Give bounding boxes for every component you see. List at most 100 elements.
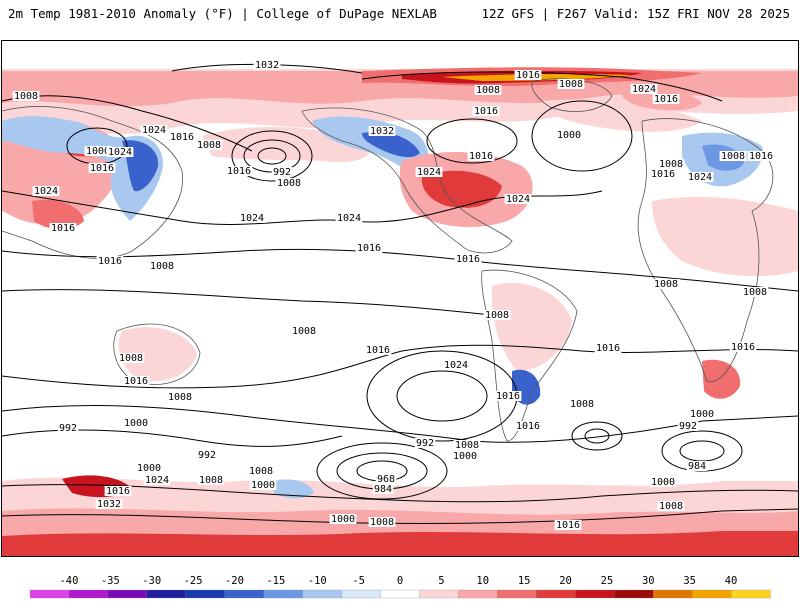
colorbar-swatch [302, 589, 343, 599]
colorbar-swatch [458, 589, 499, 599]
isobar-label-bg [12, 91, 40, 101]
colorbar-tick-label: 10 [476, 575, 489, 587]
colorbar-tick-label: 35 [683, 575, 696, 587]
coast-north-america [301, 107, 513, 254]
isobar-label: 984 [688, 461, 706, 472]
isobar-label: 1008 [370, 517, 394, 528]
colorbar-tick-label: -5 [352, 575, 365, 587]
isobar-label: 1008 [476, 85, 500, 96]
colorbar-tick-label: 20 [559, 575, 572, 587]
colorbar-swatch [29, 589, 70, 599]
isobar-label: 1024 [417, 167, 441, 178]
isobar-label-bg [122, 418, 150, 428]
isobar-label: 1016 [227, 166, 251, 177]
isobar-label-bg [196, 450, 218, 460]
isobar-label: 1008 [659, 501, 683, 512]
isobar-label-bg [355, 243, 383, 253]
colorbar-tick-label: -40 [59, 575, 78, 587]
anomaly-map: 1032 1016 1008 1024 1016 1008 1008 1016 1024 1016… [1, 40, 799, 557]
isobar-label-bg [568, 399, 596, 409]
isobar-label: 1016 [596, 343, 620, 354]
isobar-label-bg [688, 409, 716, 419]
isobar-label: 968 [377, 474, 395, 485]
isobar-label-bg [122, 376, 150, 386]
colorbar-tick-label: 5 [438, 575, 444, 587]
isobar-label-bg [49, 223, 77, 233]
isobar-label-bg [168, 132, 196, 142]
isobar-label: 992 [273, 167, 291, 178]
isobar-label: 1008 [654, 279, 678, 290]
warm-south-america [491, 282, 572, 371]
warm-united-states-core [421, 170, 502, 208]
isobar-label-bg [166, 392, 194, 402]
isobar-label: 1016 [749, 151, 773, 162]
isobar-label: 1000 [557, 130, 581, 141]
cold-western-canada [312, 116, 429, 181]
isobar-label-bg [657, 501, 685, 511]
isobar-label: 1024 [444, 360, 468, 371]
isobar-label-bg [514, 421, 542, 431]
isobar-label: 1016 [651, 169, 675, 180]
colorbar-swatch [419, 589, 460, 599]
isobar-label-bg [329, 514, 357, 524]
low-southern-ocean-atlantic-core [584, 428, 610, 444]
isobar-label: 1024 [34, 186, 58, 197]
isobar-label-bg [483, 310, 511, 320]
isobar-label: 1024 [506, 194, 530, 205]
isobar-label: 1000 [690, 409, 714, 420]
isobar-label-bg [453, 440, 481, 450]
colorbar-tick-label: -10 [308, 575, 327, 587]
isobar-label: 1024 [145, 475, 169, 486]
isobar-label: 1016 [51, 223, 75, 234]
isobar-label: 1008 [14, 91, 38, 102]
anomaly-shading [2, 67, 798, 556]
isobar-label-bg [247, 466, 275, 476]
isobar-label: 992 [416, 438, 434, 449]
colorbar-swatch [224, 589, 265, 599]
isobar-label-bg [747, 151, 775, 161]
colorbar-swatch [536, 589, 576, 599]
low-north-atlantic [426, 118, 518, 164]
product-title: 2m Temp 1981-2010 Anomaly (°F) | College… [8, 6, 437, 21]
cold-south-pacific [272, 479, 314, 499]
isobar-label-bg [652, 94, 680, 104]
isobar-label: 1008 [559, 79, 583, 90]
colorbar-tick-label: 40 [725, 575, 738, 587]
isobar-label-bg [649, 477, 677, 487]
colorbar-tick-label: -20 [225, 575, 244, 587]
coast-australia [113, 323, 201, 385]
isobar-label: 1024 [108, 147, 132, 158]
isobar-label: 1016 [731, 342, 755, 353]
coast-asia [2, 106, 184, 259]
isobar-label: 1000 [124, 418, 148, 429]
isobar-arctic [361, 71, 723, 102]
isobar-label: 1016 [516, 421, 540, 432]
isobar-label: 1008 [197, 140, 221, 151]
warm-australia [118, 327, 197, 382]
isobar-label: 1008 [292, 326, 316, 337]
low-north-pacific-core [257, 147, 287, 165]
isobar-label: 1000 [331, 514, 355, 525]
isobar-label: 1032 [255, 60, 279, 71]
isobar-label-bg [104, 486, 132, 496]
isobar-label-bg [451, 451, 479, 461]
colorbar-tick-label: -15 [266, 575, 285, 587]
isobar-label-bg [467, 151, 495, 161]
colorbar-swatch [107, 589, 148, 599]
isobar-label: 1008 [485, 310, 509, 321]
isobar-label-bg [197, 475, 225, 485]
isobar-label-bg [741, 287, 769, 297]
isobar-label-bg [414, 438, 436, 448]
isobar-label: 992 [198, 450, 216, 461]
isobar-label-bg [719, 151, 747, 161]
low-southern-ocean-pacific [316, 442, 448, 500]
isobar-label-bg [57, 423, 79, 433]
colorbar-swatch [497, 589, 537, 599]
low-southern-ocean-indian-core [679, 440, 725, 462]
map-canvas: 1032 1016 1008 1024 1016 1008 1008 1016 1024 1016… [2, 60, 798, 556]
isobar-label-bg [364, 345, 392, 355]
isobar-label: 1032 [97, 499, 121, 510]
isobar-label: 1024 [688, 172, 712, 183]
isobar-label: 1016 [654, 94, 678, 105]
isobar-label-bg [474, 85, 502, 95]
